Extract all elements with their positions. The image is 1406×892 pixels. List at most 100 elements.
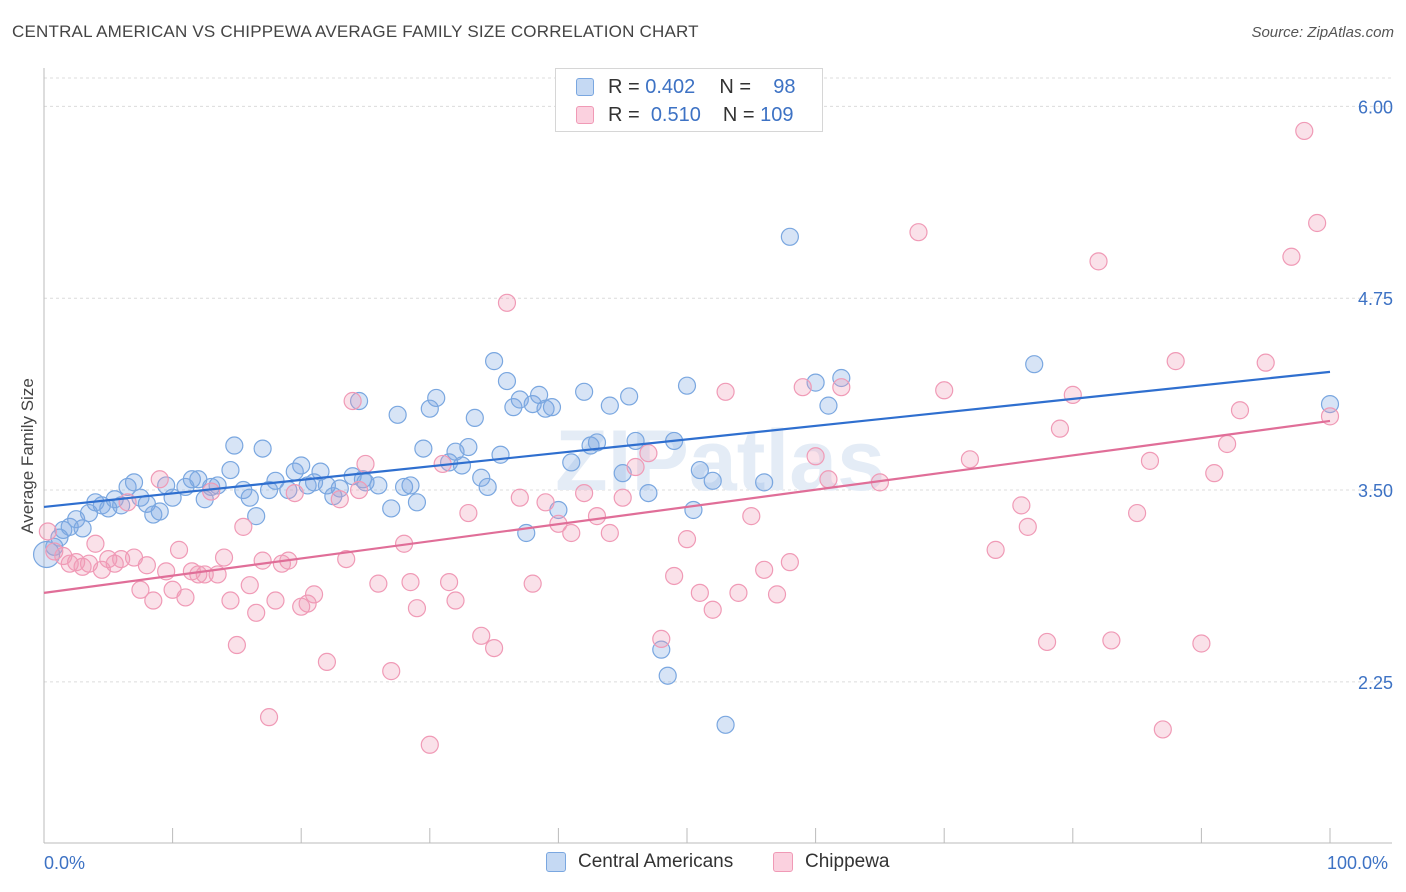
scatter-point (330, 490, 349, 509)
legend-item-central-americans[interactable]: Central Americans (546, 851, 733, 873)
scatter-point (202, 482, 221, 501)
scatter-point (960, 450, 980, 469)
scatter-point (832, 368, 851, 388)
scatter-point (755, 473, 774, 492)
chart-title: CENTRAL AMERICAN VS CHIPPEWA AVERAGE FAM… (12, 22, 699, 41)
scatter-point (247, 603, 266, 622)
scatter-point (1282, 247, 1301, 266)
scatter-point (349, 480, 369, 500)
scatter-point (214, 548, 234, 567)
scatter-point (459, 437, 478, 457)
scatter-point (652, 629, 671, 648)
scatter-point (536, 493, 555, 512)
scatter-point (542, 398, 562, 417)
scatter-point (330, 479, 349, 498)
scatter-point (806, 447, 825, 466)
central-americans-legend-swatch (546, 852, 566, 872)
scatter-point (253, 551, 272, 570)
scatter-point (677, 530, 697, 549)
scatter-point (600, 523, 619, 543)
scatter-point (99, 549, 118, 569)
scatter-point (523, 574, 542, 593)
scatter-point (414, 439, 433, 458)
central-americans-points (32, 227, 1340, 734)
scatter-point (755, 560, 774, 579)
series-legend: Central Americans Chippewa (0, 851, 1406, 879)
scatter-point (73, 519, 92, 538)
scatter-point (382, 662, 401, 681)
legend-label: Central Americans (578, 851, 734, 872)
scatter-point (118, 493, 137, 512)
scatter-point (703, 471, 722, 490)
chippewa-trend-line (43, 419, 1331, 594)
scatter-point (497, 293, 517, 312)
scatter-point (935, 381, 954, 400)
scatter-point (353, 470, 373, 489)
scatter-point (1166, 352, 1185, 371)
scatter-point (439, 573, 459, 592)
scatter-point (407, 493, 427, 512)
scatter-point (562, 453, 581, 472)
scatter-point (986, 540, 1005, 559)
scatter-point (247, 507, 266, 526)
scatter-point (793, 378, 812, 397)
chippewa-swatch (576, 106, 594, 124)
watermark: ZIPatlas (555, 413, 885, 509)
scatter-point (304, 585, 324, 604)
scatter-point (497, 371, 517, 391)
scatter-point (45, 542, 64, 561)
scatter-point (626, 431, 645, 451)
scatter-point (1230, 401, 1250, 420)
stats-row-central-americans: R = 0.402 N = 98 (576, 74, 795, 100)
scatter-point (459, 503, 478, 523)
scatter-point (1127, 503, 1147, 523)
scatter-point (221, 591, 240, 610)
scatter-point (446, 591, 465, 610)
scatter-point (369, 574, 388, 593)
scatter-point (401, 573, 420, 592)
scatter-point (690, 583, 709, 602)
scatter-point (131, 580, 150, 599)
scatter-point (472, 468, 491, 487)
scatter-point (536, 399, 555, 418)
scatter-point (202, 477, 221, 497)
scatter-point (1050, 419, 1070, 438)
scatter-point (317, 652, 337, 672)
central-americans-swatch (576, 78, 594, 96)
scatter-point (1025, 355, 1044, 374)
y-tick-label: 2.25 (1358, 673, 1393, 693)
scatter-point (575, 382, 594, 401)
scatter-point (356, 454, 375, 474)
stats-legend: R = 0.402 N = 98 R = 0.510 N = 109 (555, 68, 823, 132)
scatter-point (337, 549, 356, 569)
scatter-point (665, 566, 684, 586)
legend-item-chippewa[interactable]: Chippewa (773, 851, 890, 873)
scatter-point (562, 523, 581, 543)
scatter-point (225, 436, 244, 455)
scatter-point (150, 502, 169, 521)
scatter-point (465, 408, 484, 428)
scatter-point (716, 715, 735, 734)
y-axis-title: Average Family Size (18, 378, 37, 534)
r-label: R = (608, 75, 640, 98)
scatter-point (819, 470, 838, 489)
chippewa-points (38, 121, 1340, 754)
scatter-point (780, 227, 799, 246)
scatter-point (144, 591, 163, 610)
scatter-point (729, 583, 748, 602)
scatter-point (703, 600, 722, 619)
scatter-point (485, 352, 504, 371)
scatter-point (266, 591, 285, 610)
stats-row-chippewa: R = 0.510 N = 109 (576, 102, 794, 128)
legend-label: Chippewa (805, 851, 890, 872)
n-label: N = (722, 103, 755, 126)
scatter-point (292, 456, 311, 475)
y-tick-label: 6.00 (1358, 97, 1393, 117)
scatter-point (639, 444, 658, 463)
scatter-point (652, 640, 671, 659)
scatter-point (478, 477, 497, 497)
scatter-point (240, 576, 259, 595)
scatter-point (1192, 634, 1211, 653)
n-label: N = (719, 75, 751, 98)
